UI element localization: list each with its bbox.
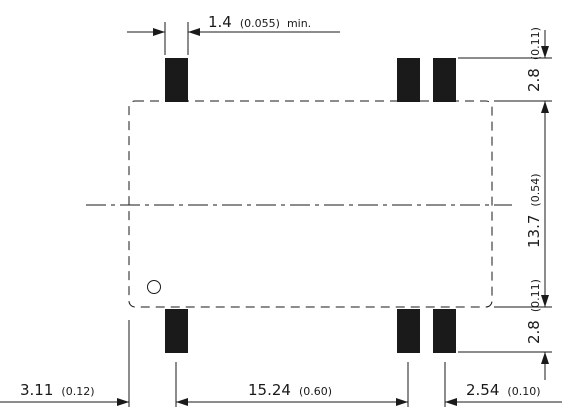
pad-bottom-right-outer xyxy=(433,309,456,353)
package-outline xyxy=(128,100,493,308)
left-offset-label: 3.11 (0.12) xyxy=(20,381,94,399)
pad-pitch-narrow-label: 2.54 (0.10) xyxy=(466,381,540,399)
right-vertical-dimensions xyxy=(458,30,552,380)
pad-top-right-outer xyxy=(433,58,456,102)
pad-length-top-label: 2.8 (0.11) xyxy=(525,27,543,92)
pad-bottom-left xyxy=(165,309,188,353)
pad-length-bottom-label: 2.8 (0.11) xyxy=(525,279,543,344)
pad-width-label: 1.4 (0.055) min. xyxy=(208,13,311,31)
pin-1-marker xyxy=(147,280,161,294)
pad-pitch-wide-label: 15.24 (0.60) xyxy=(248,381,332,399)
bottom-horizontal-dimensions xyxy=(0,320,562,407)
pad-top-right-inner xyxy=(397,58,420,102)
pad-width-dimension: 1.4 (0.055) min. xyxy=(127,13,340,55)
pad-top-left xyxy=(165,58,188,102)
pad-gap-label: 13.7 (0.54) xyxy=(525,174,543,248)
pad-bottom-right-inner xyxy=(397,309,420,353)
